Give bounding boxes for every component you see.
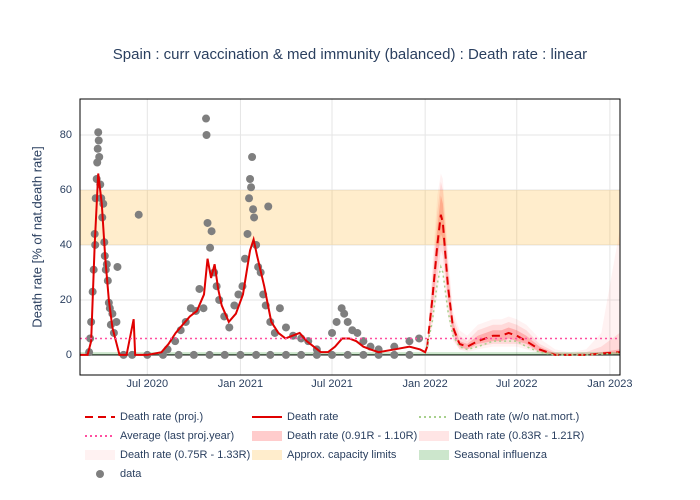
plot-area: [80, 114, 620, 359]
data-point: [202, 131, 211, 140]
legend-label: Average (last proj.year): [120, 430, 234, 442]
data-point: [206, 243, 215, 252]
data-point: [94, 136, 103, 145]
data-point: [134, 210, 143, 219]
data-point: [225, 323, 234, 332]
legend-label: Death rate (0.91R - 1.10R): [287, 430, 417, 442]
data-point: [220, 350, 229, 359]
legend-label: Death rate (0.83R - 1.21R): [454, 430, 584, 442]
data-point: [112, 317, 121, 326]
data-point: [374, 350, 383, 359]
x-tick-label: Jul 2020: [127, 378, 169, 390]
data-point: [343, 317, 352, 326]
x-tick-label: Jul 2021: [311, 378, 353, 390]
data-point: [113, 262, 122, 271]
data-point: [250, 213, 259, 222]
data-point: [246, 174, 255, 183]
data-point: [174, 350, 183, 359]
legend-label: Seasonal influenza: [454, 449, 548, 461]
legend-swatch: [96, 470, 104, 478]
data-point: [236, 350, 245, 359]
data-point: [203, 218, 212, 227]
data-point: [264, 202, 273, 211]
data-point: [266, 350, 275, 359]
x-tick-label: Jan 2021: [218, 378, 263, 390]
y-tick-label: 60: [60, 184, 72, 196]
data-point: [245, 194, 254, 203]
data-point: [171, 337, 180, 346]
data-point: [252, 350, 261, 359]
y-axis-label: Death rate [% of nat.death rate]: [29, 146, 44, 327]
data-point: [340, 309, 349, 318]
line: [426, 214, 620, 356]
data-point: [249, 205, 258, 214]
data-point: [243, 229, 252, 238]
data-point: [95, 153, 104, 162]
data-point: [207, 227, 216, 236]
data-point: [328, 350, 337, 359]
data-point: [343, 350, 352, 359]
data-point: [405, 350, 414, 359]
data-point: [195, 284, 204, 293]
data-point: [248, 153, 257, 162]
x-tick-label: Jul 2022: [496, 378, 538, 390]
data-point: [359, 350, 368, 359]
y-tick-label: 40: [60, 239, 72, 251]
data-point: [353, 328, 362, 337]
data-point: [199, 304, 208, 313]
legend-swatch: [419, 450, 449, 460]
legend-label: Death rate: [287, 411, 338, 423]
legend-label: Death rate (w/o nat.mort.): [454, 411, 579, 423]
legend-swatch: [419, 431, 449, 441]
x-tick-label: Jan 2022: [403, 378, 448, 390]
data-point: [281, 323, 290, 332]
legend-swatch: [252, 431, 282, 441]
legend-swatch: [252, 450, 282, 460]
data-point: [297, 350, 306, 359]
y-tick-label: 20: [60, 294, 72, 306]
data-point: [230, 301, 239, 310]
y-tick-label: 80: [60, 129, 72, 141]
data-point: [247, 183, 256, 192]
legend-swatch: [85, 450, 115, 460]
data-point: [281, 350, 290, 359]
data-point: [328, 328, 337, 337]
chart-title: Spain : curr vaccination & med immunity …: [113, 46, 587, 63]
legend-label: data: [120, 468, 142, 480]
data-point: [332, 317, 341, 326]
x-tick-label: Jan 2023: [587, 378, 632, 390]
data-point: [275, 304, 284, 313]
y-tick-label: 0: [66, 349, 72, 361]
data-point: [415, 334, 424, 343]
data-point: [240, 254, 249, 263]
data-point: [390, 350, 399, 359]
plot-frame: [79, 98, 621, 376]
data-point: [205, 350, 214, 359]
line: [80, 173, 429, 356]
band: [427, 173, 620, 355]
legend-label: Death rate (proj.): [120, 411, 203, 423]
band: [80, 189, 620, 245]
legend-label: Death rate (0.75R - 1.33R): [120, 449, 250, 461]
data-point: [93, 144, 102, 153]
data-point: [94, 128, 103, 137]
legend-label: Approx. capacity limits: [287, 449, 397, 461]
data-point: [312, 350, 321, 359]
data-point: [189, 350, 198, 359]
data-point: [234, 290, 243, 299]
data-point: [202, 114, 211, 123]
